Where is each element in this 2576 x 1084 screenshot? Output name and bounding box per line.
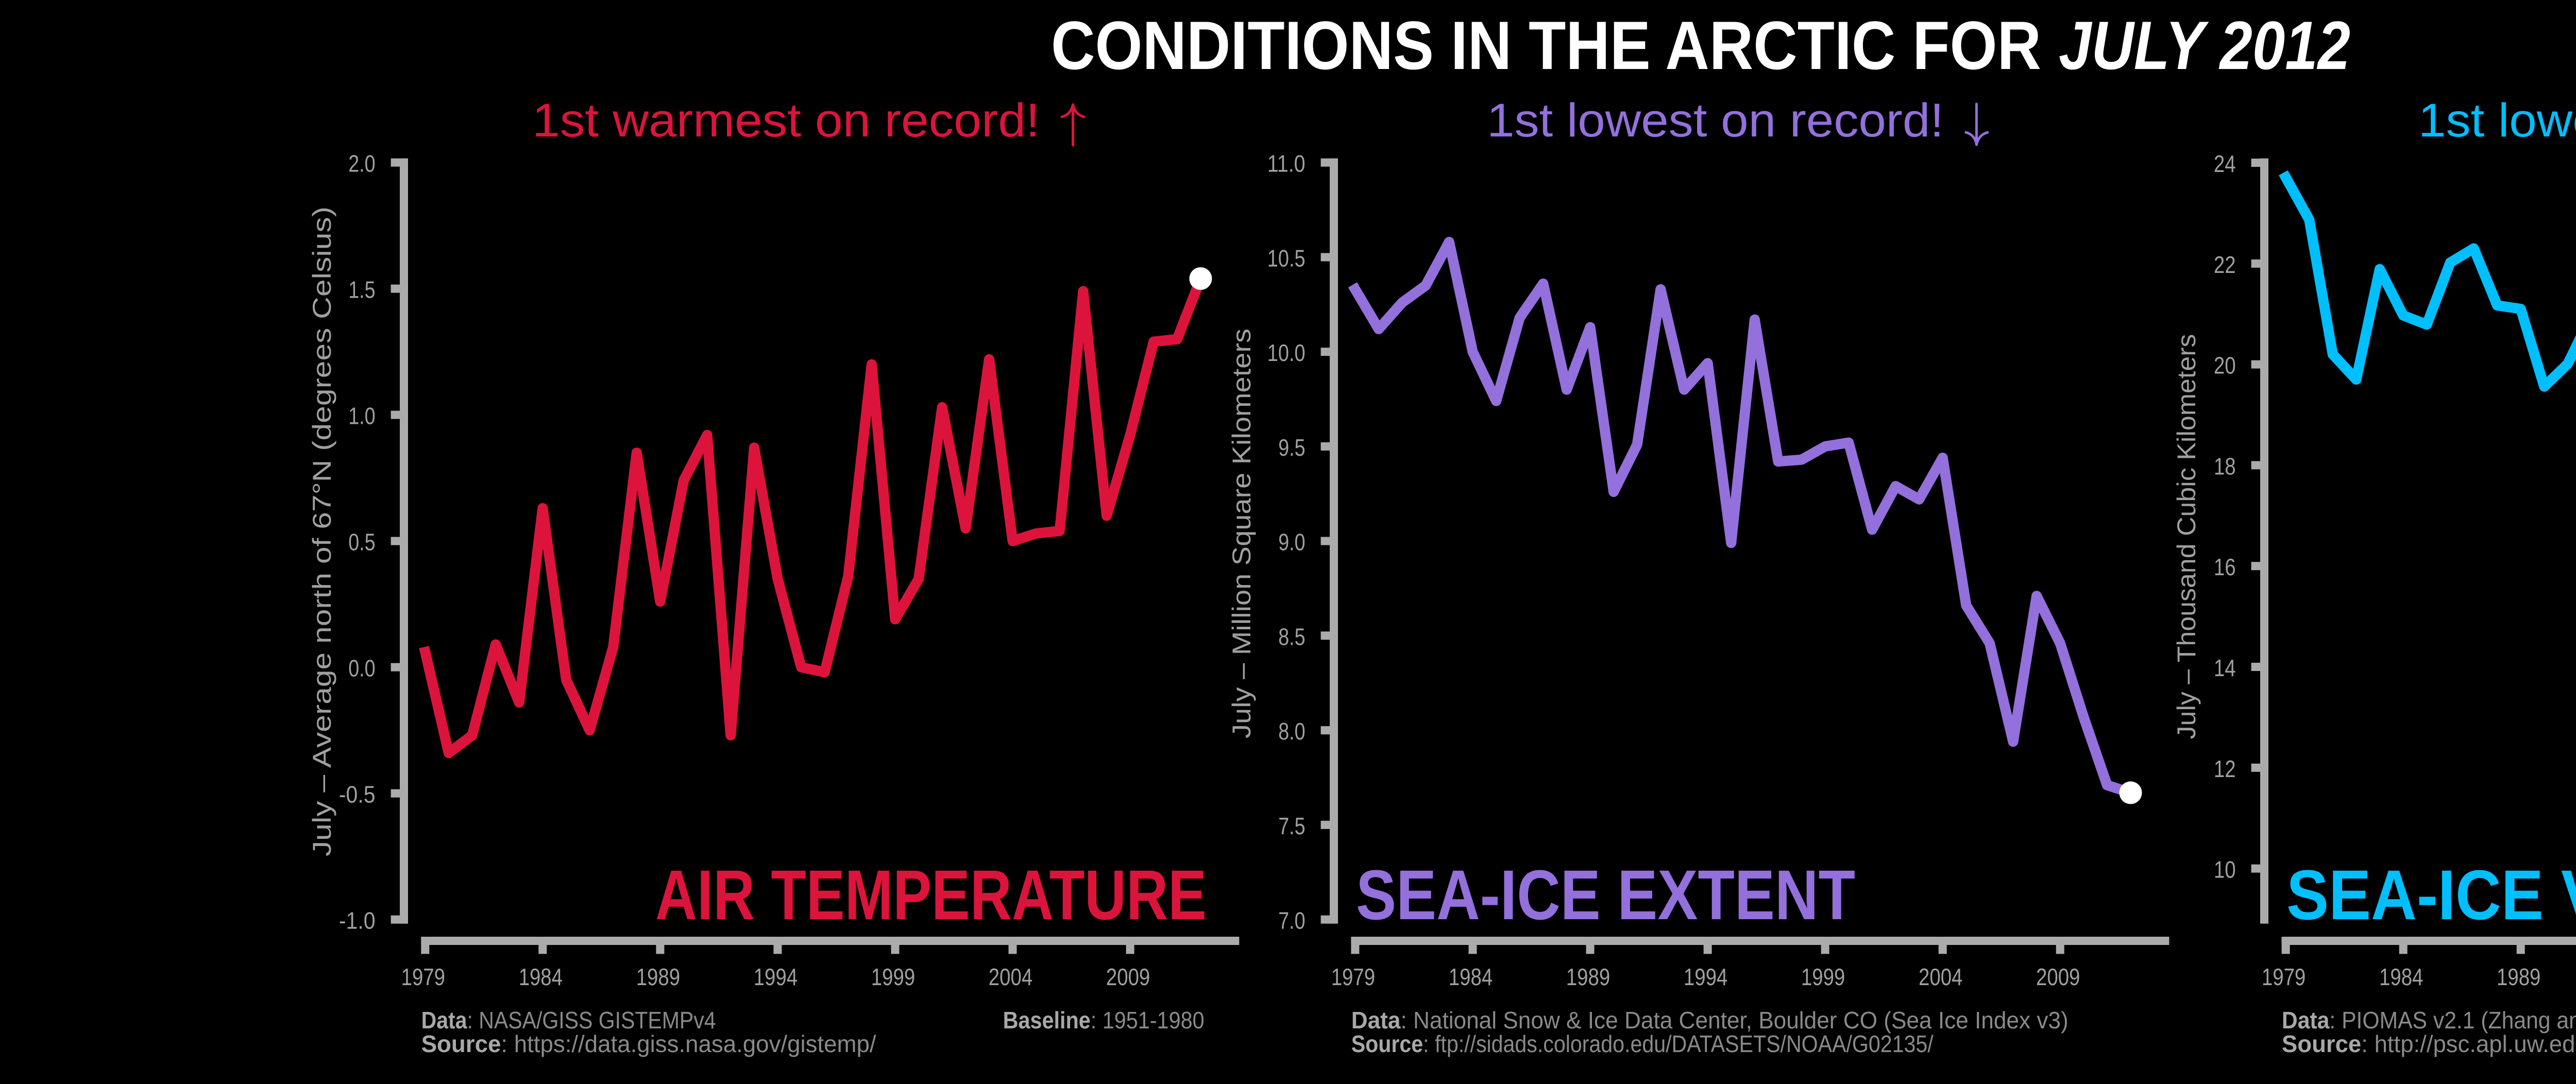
svg-text:2004: 2004 [989,963,1032,990]
svg-text:24: 24 [2214,150,2236,177]
svg-text:1989: 1989 [1566,963,1610,990]
svg-text:2009: 2009 [2036,963,2080,990]
svg-text:18: 18 [2214,453,2236,479]
svg-text:9.5: 9.5 [1278,434,1305,461]
svg-text:Source: ftp://sidads.colorado.: Source: ftp://sidads.colorado.edu/DATASE… [1351,1030,1934,1057]
svg-text:1st lowest on record!: 1st lowest on record! [2418,94,2576,147]
svg-text:1979: 1979 [2262,963,2306,990]
svg-text:1st lowest on record!: 1st lowest on record! [1487,94,1944,147]
svg-text:20: 20 [2214,352,2236,379]
svg-text:Data: PIOMAS v2.1 (Zhang and R: Data: PIOMAS v2.1 (Zhang and Rothrock, 2… [2282,1007,2576,1034]
svg-text:July – Thousand Cubic Kilomete: July – Thousand Cubic Kilometers [2172,334,2201,739]
svg-text:1989: 1989 [2497,963,2540,990]
svg-text:1984: 1984 [519,963,563,990]
svg-text:0.5: 0.5 [348,529,375,556]
svg-text:14: 14 [2214,655,2236,681]
svg-text:7.0: 7.0 [1278,907,1305,934]
svg-text:1st warmest on record!: 1st warmest on record! [532,94,1040,147]
svg-text:Data: National Snow & Ice Data: Data: National Snow & Ice Data Center, B… [1351,1007,2069,1034]
svg-text:July – Million Square Kilomete: July – Million Square Kilometers [1227,329,1256,738]
svg-text:1979: 1979 [401,963,445,990]
svg-text:1979: 1979 [1331,963,1375,990]
svg-text:11.0: 11.0 [1267,150,1306,177]
svg-text:12: 12 [2214,755,2236,782]
svg-text:10: 10 [2214,856,2236,883]
svg-text:CONDITIONS IN THE ARCTIC FOR: CONDITIONS IN THE ARCTIC FOR [1051,8,2041,84]
svg-text:9.0: 9.0 [1278,529,1305,556]
svg-text:2004: 2004 [1919,963,1962,990]
svg-text:10.0: 10.0 [1267,339,1306,366]
svg-text:JULY 2012: JULY 2012 [2059,8,2350,84]
svg-text:Data: NASA/GISS GISTEMPv4: Data: NASA/GISS GISTEMPv4 [421,1007,716,1034]
svg-text:2009: 2009 [1106,963,1150,990]
svg-text:1999: 1999 [1801,963,1845,990]
svg-text:1.5: 1.5 [348,277,375,303]
svg-text:SEA-ICE VOLUME: SEA-ICE VOLUME [2286,856,2576,935]
svg-text:1984: 1984 [1449,963,1493,990]
svg-text:Source: http://psc.apl.uw.edu/: Source: http://psc.apl.uw.edu/research/p… [2282,1030,2576,1057]
svg-text:Baseline: 1951-1980: Baseline: 1951-1980 [1003,1007,1205,1034]
svg-text:July – Average north of 67°N (: July – Average north of 67°N (degrees Ce… [308,207,336,856]
svg-text:7.5: 7.5 [1278,813,1305,839]
svg-text:1.0: 1.0 [348,403,375,429]
svg-text:SEA-ICE EXTENT: SEA-ICE EXTENT [1356,856,1855,935]
svg-text:8.0: 8.0 [1278,718,1305,745]
svg-text:22: 22 [2214,251,2236,278]
svg-text:10.5: 10.5 [1267,245,1306,271]
svg-text:1994: 1994 [754,963,798,990]
svg-text:-0.5: -0.5 [339,781,376,808]
svg-text:Source: https://data.giss.nasa: Source: https://data.giss.nasa.gov/giste… [421,1030,876,1057]
svg-text:1984: 1984 [2379,963,2423,990]
svg-text:0.0: 0.0 [348,655,375,682]
svg-text:8.5: 8.5 [1278,623,1305,650]
svg-text:2.0: 2.0 [348,150,375,177]
svg-text:16: 16 [2214,554,2236,580]
svg-text:1989: 1989 [636,963,680,990]
svg-text:1994: 1994 [1684,963,1727,990]
svg-text:-1.0: -1.0 [339,907,376,934]
svg-text:AIR TEMPERATURE: AIR TEMPERATURE [655,856,1207,935]
svg-text:1999: 1999 [871,963,915,990]
